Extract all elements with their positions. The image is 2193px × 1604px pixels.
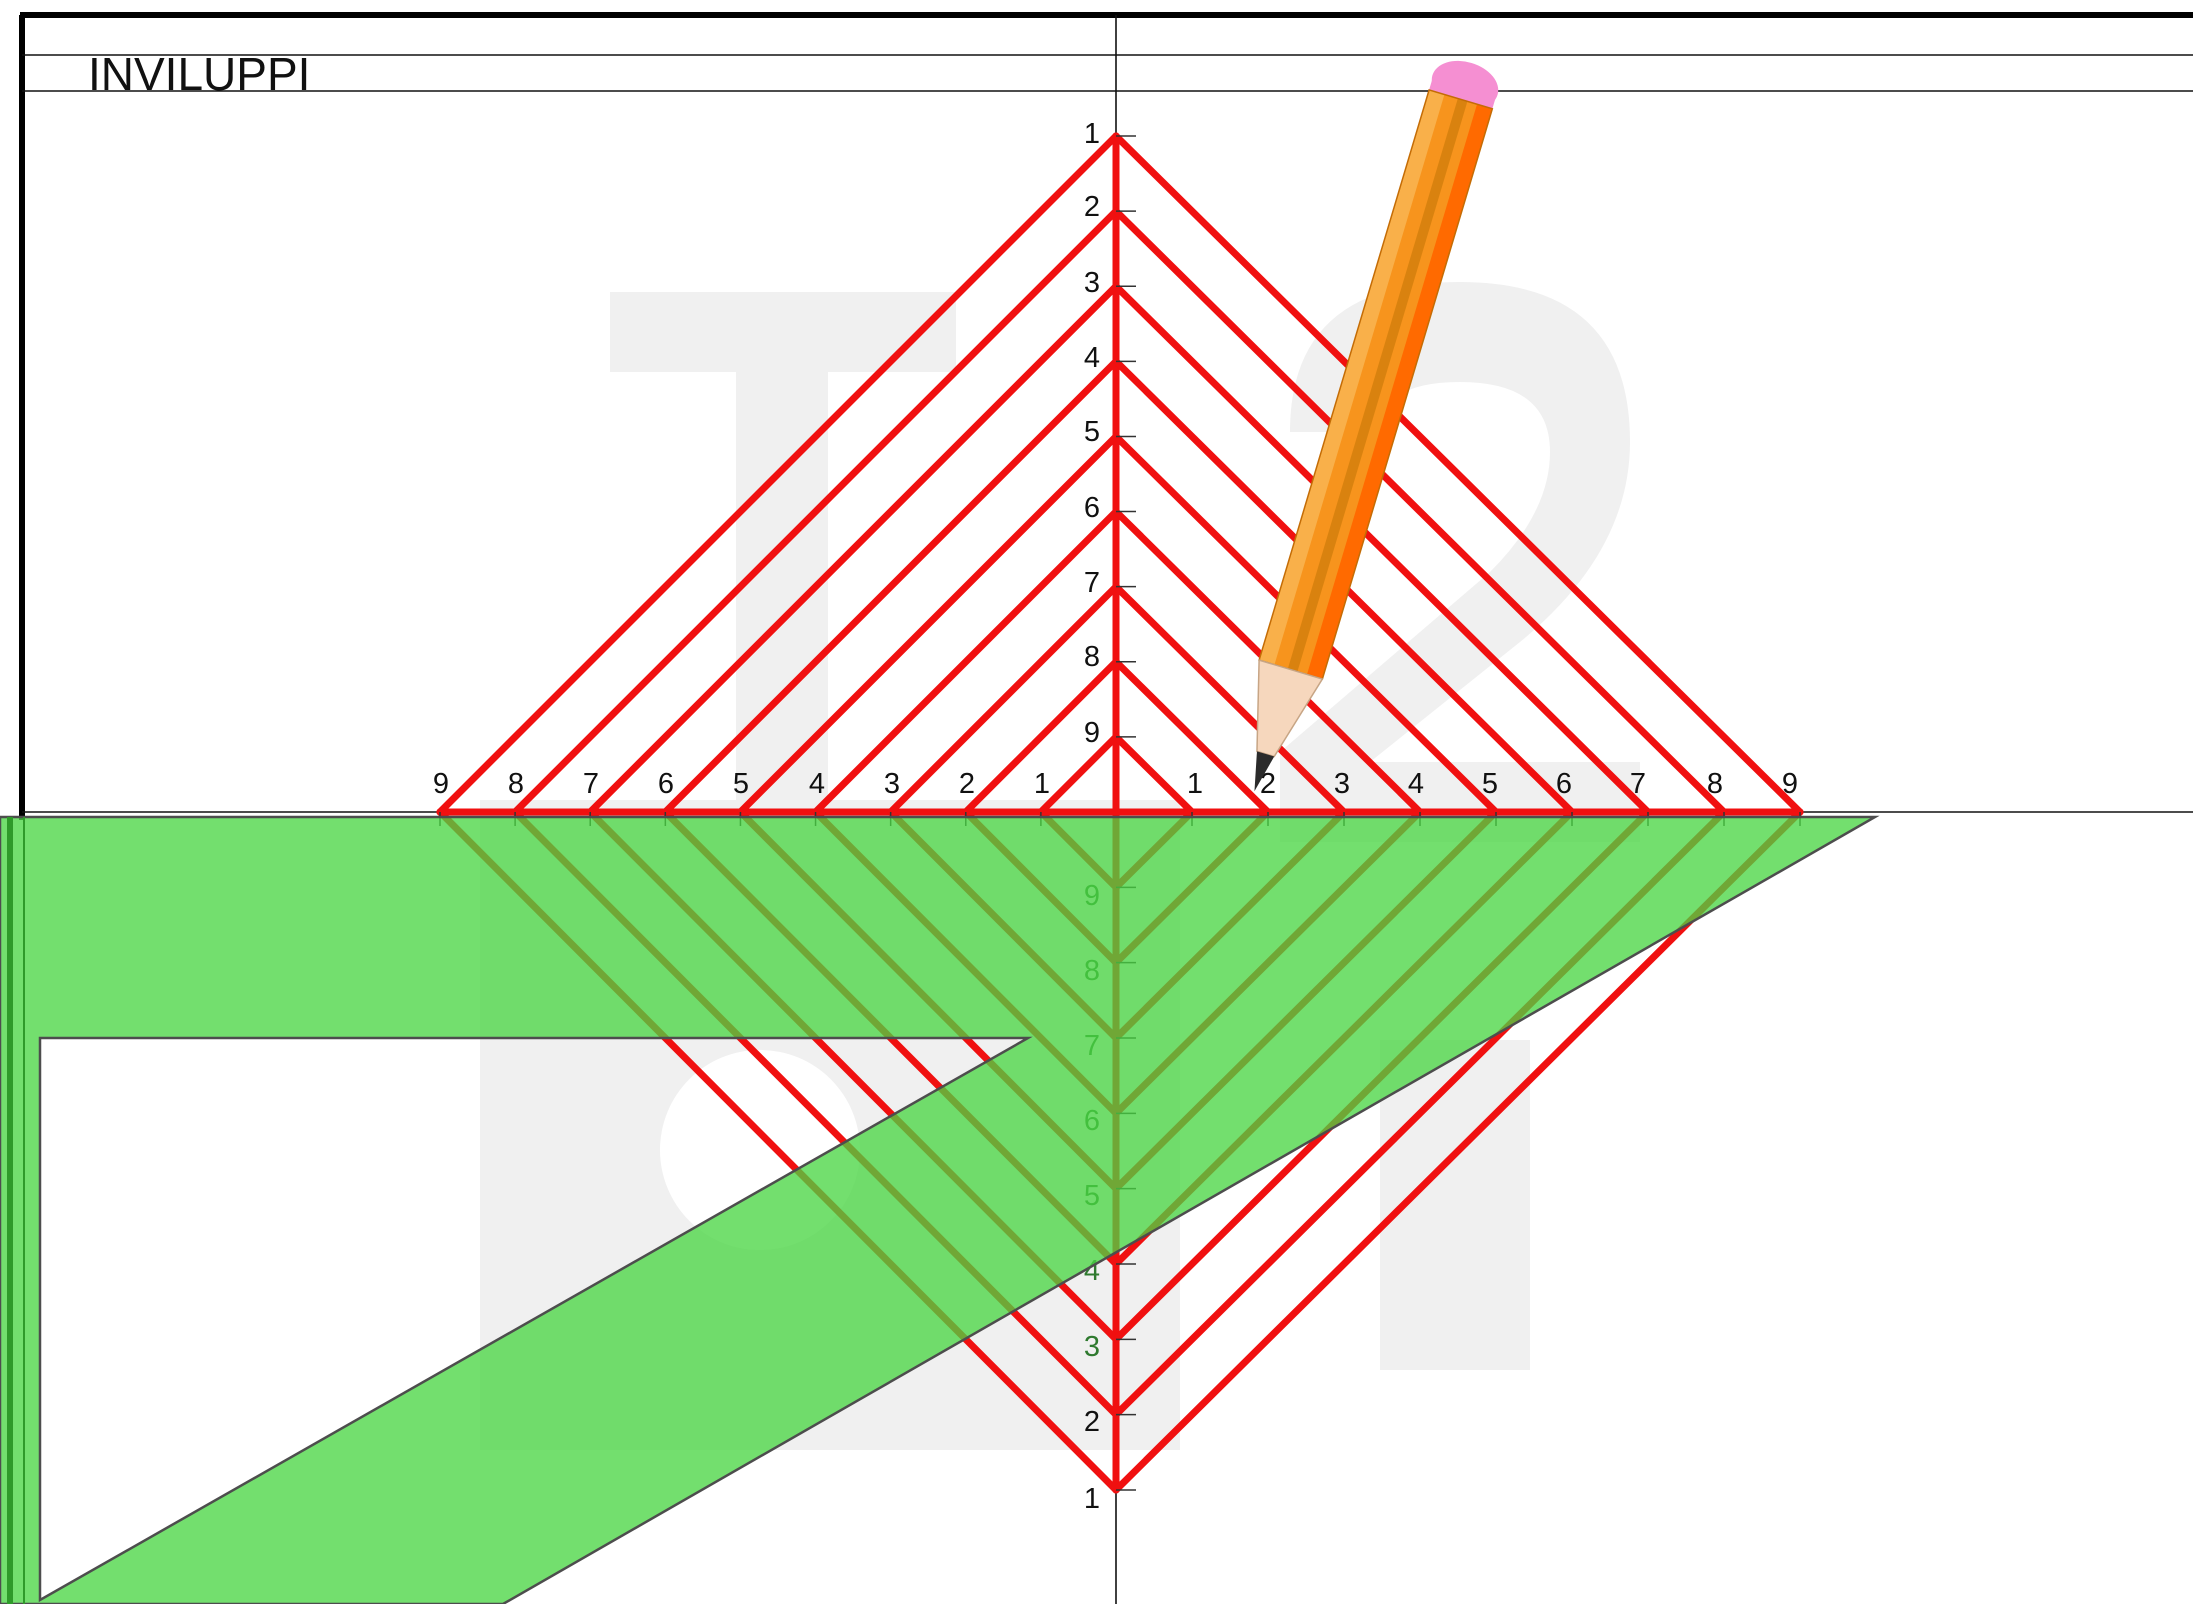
h-label-left-4: 4 [809,768,825,800]
v-label-upper-2: 2 [1084,191,1100,223]
h-label-left-5: 5 [733,768,749,800]
h-label-right-3: 3 [1334,768,1350,800]
set-square-icon[interactable] [0,815,1880,1604]
thread-upper-right-2 [1112,207,1728,816]
thread-upper-left-8 [962,658,1120,816]
v-label-upper-4: 4 [1084,342,1100,374]
h-label-left-8: 8 [508,768,524,800]
axis-labels: 9 8 7 6 5 4 3 2 1 1 2 3 4 5 6 7 8 9 1 2 … [433,118,1798,1515]
v-label-upper-9: 9 [1084,717,1100,749]
thread-upper-left-6 [812,508,1120,816]
v-label-lower-3: 3 [1084,1331,1100,1363]
thread-upper-right-3 [1112,282,1652,816]
sheet-title: INVILUPPI [88,48,310,100]
v-label-upper-1: 1 [1084,118,1100,150]
v-label-lower-2: 2 [1084,1406,1100,1438]
thread-upper-left-7 [887,583,1120,816]
pencil-lead [1254,751,1275,792]
v-label-upper-6: 6 [1084,492,1100,524]
thread-upper-right-9 [1112,733,1196,816]
h-label-right-8: 8 [1707,768,1723,800]
h-label-left-6: 6 [658,768,674,800]
pencil-icon[interactable] [1222,53,1504,801]
thread-upper-left-9 [1037,733,1120,816]
h-label-right-1: 1 [1187,768,1203,800]
thread-upper-left-3 [586,282,1120,816]
h-label-left-2: 2 [959,768,975,800]
thread-upper-left-4 [661,357,1120,816]
thread-upper-left-2 [511,207,1120,816]
h-label-left-7: 7 [583,768,599,800]
v-label-upper-8: 8 [1084,641,1100,673]
v-label-lower-1: 1 [1084,1483,1100,1515]
h-label-left-3: 3 [884,768,900,800]
thread-upper-right-1 [1112,132,1804,816]
thread-upper-left-5 [736,432,1120,816]
v-label-upper-5: 5 [1084,416,1100,448]
thread-upper-right-8 [1112,658,1272,816]
h-label-right-2: 2 [1260,768,1276,800]
h-label-right-6: 6 [1556,768,1572,800]
h-label-right-9: 9 [1782,768,1798,800]
h-label-right-4: 4 [1408,768,1424,800]
h-label-right-5: 5 [1482,768,1498,800]
h-label-left-9: 9 [433,768,449,800]
h-label-left-1: 1 [1034,768,1050,800]
thread-upper-left-1 [436,132,1120,816]
sheet-frame [19,12,2193,820]
v-label-upper-7: 7 [1084,567,1100,599]
thread-upper-right-7 [1112,583,1348,816]
v-label-upper-3: 3 [1084,267,1100,299]
h-label-right-7: 7 [1630,768,1646,800]
